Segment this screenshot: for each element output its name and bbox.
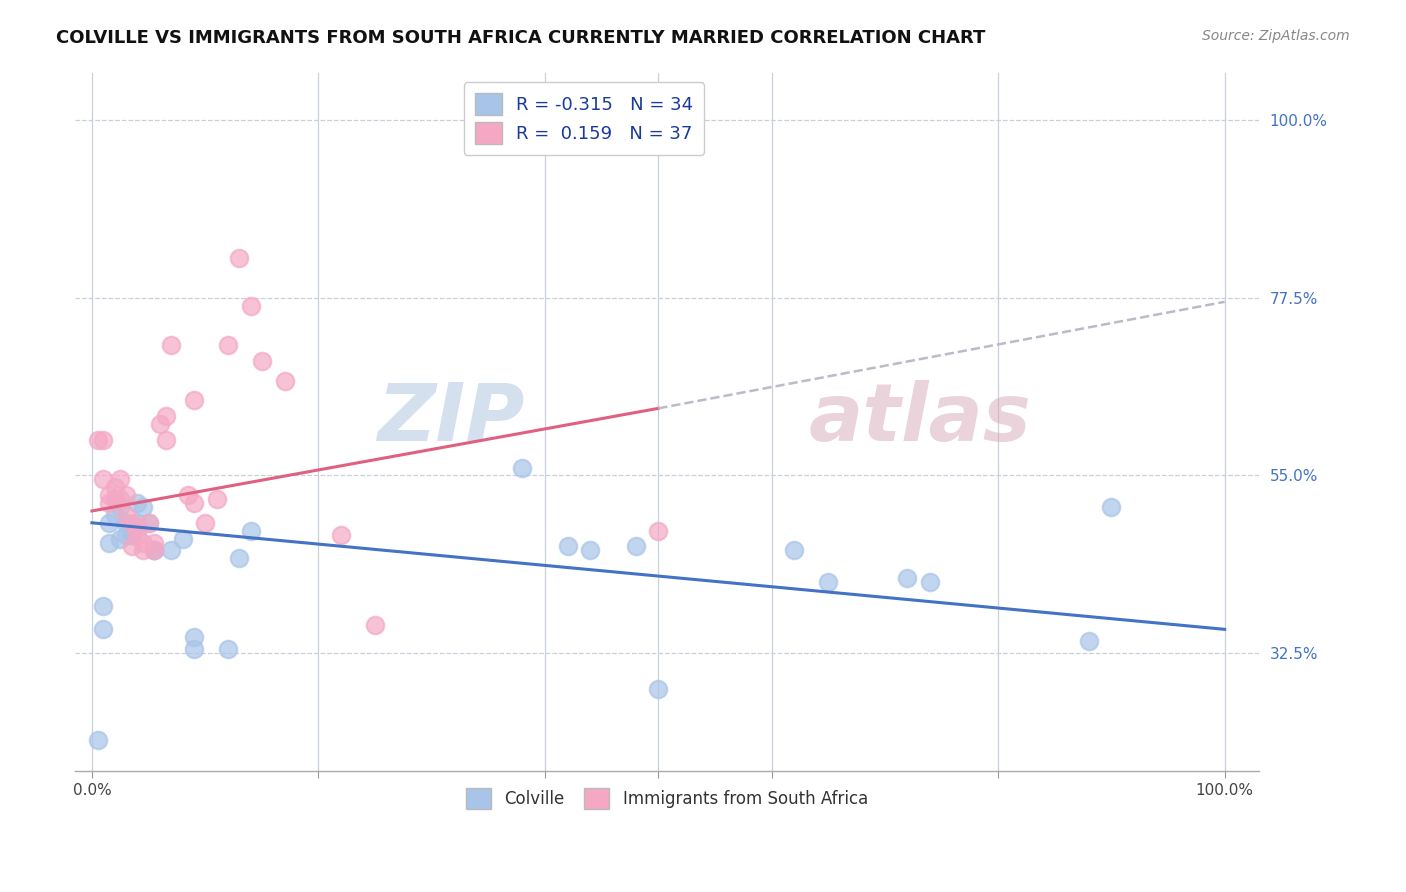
Point (121, 516, 143, 530)
Point (183, 496, 205, 510)
Point (239, 299, 262, 313)
Point (647, 681, 669, 696)
Point (115, 516, 138, 530)
Point (127, 496, 149, 510)
Point (127, 527, 149, 541)
Point (579, 543, 602, 558)
Point (183, 393, 205, 408)
Point (557, 540, 579, 554)
Point (115, 488, 138, 502)
Point (160, 338, 183, 352)
Point (86, 732, 108, 747)
Point (110, 500, 132, 514)
Point (104, 492, 127, 507)
Point (273, 374, 295, 388)
Point (172, 532, 194, 546)
Point (155, 409, 177, 424)
Point (138, 516, 160, 530)
Point (330, 527, 353, 541)
Point (817, 574, 839, 589)
Text: Source: ZipAtlas.com: Source: ZipAtlas.com (1202, 29, 1350, 43)
Point (205, 492, 228, 507)
Point (121, 527, 143, 541)
Point (104, 480, 127, 494)
Point (217, 338, 239, 352)
Point (91, 623, 114, 637)
Point (183, 630, 205, 644)
Point (110, 472, 132, 486)
Point (110, 492, 132, 507)
Point (86, 433, 108, 447)
Point (228, 551, 250, 566)
Point (143, 535, 166, 549)
Point (239, 524, 262, 538)
Point (143, 543, 166, 558)
Point (115, 527, 138, 541)
Text: atlas: atlas (808, 380, 1032, 458)
Point (624, 540, 647, 554)
Point (121, 540, 143, 554)
Point (132, 543, 155, 558)
Point (132, 535, 155, 549)
Point (127, 516, 149, 530)
Point (138, 516, 160, 530)
Point (647, 524, 669, 538)
Point (228, 252, 250, 266)
Point (115, 508, 138, 522)
Point (183, 642, 205, 657)
Point (160, 543, 183, 558)
Point (155, 433, 177, 447)
Point (97, 496, 120, 510)
Point (217, 642, 239, 657)
Point (177, 488, 200, 502)
Point (97, 535, 120, 549)
Point (143, 543, 166, 558)
Point (512, 460, 534, 475)
Point (896, 571, 918, 585)
Point (132, 500, 155, 514)
Point (104, 492, 127, 507)
Point (127, 520, 149, 534)
Point (920, 574, 942, 589)
Point (97, 488, 120, 502)
Point (194, 516, 217, 530)
Point (104, 508, 127, 522)
Point (97, 516, 120, 530)
Point (1099, 500, 1122, 514)
Point (110, 532, 132, 546)
Point (1077, 634, 1099, 648)
Point (364, 618, 387, 632)
Point (91, 433, 114, 447)
Point (783, 543, 806, 558)
Text: ZIP: ZIP (377, 380, 524, 458)
Point (143, 543, 166, 558)
Text: COLVILLE VS IMMIGRANTS FROM SOUTH AFRICA CURRENTLY MARRIED CORRELATION CHART: COLVILLE VS IMMIGRANTS FROM SOUTH AFRICA… (56, 29, 986, 46)
Point (121, 527, 143, 541)
Point (250, 354, 273, 368)
Legend: Colville, Immigrants from South Africa: Colville, Immigrants from South Africa (458, 781, 875, 815)
Point (91, 599, 114, 613)
Point (91, 472, 114, 486)
Point (149, 417, 172, 432)
